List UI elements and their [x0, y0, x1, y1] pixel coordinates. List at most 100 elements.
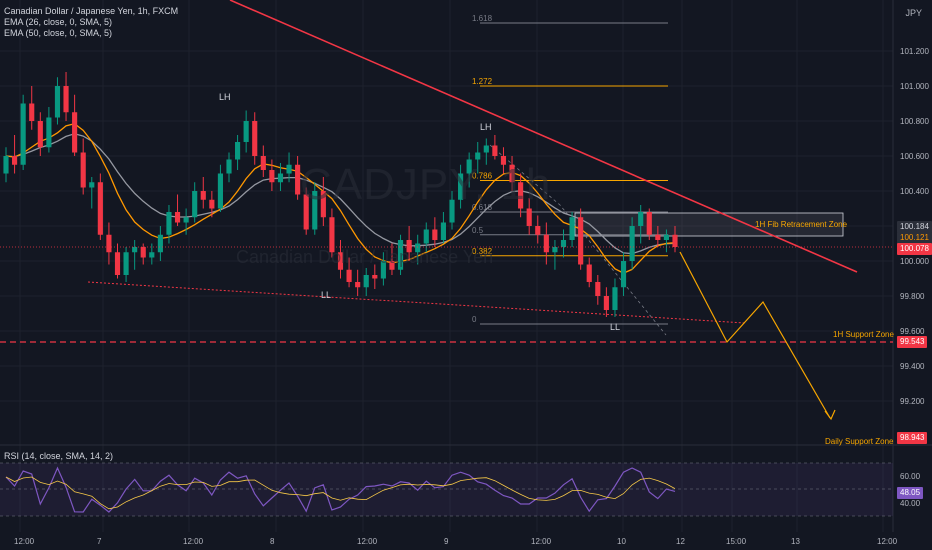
x-tick-label: 12:00	[357, 537, 378, 546]
candle-body	[663, 234, 669, 240]
candle-body	[260, 156, 266, 170]
y-tick-label: 100.800	[900, 117, 929, 126]
candle-body	[569, 217, 575, 240]
swing-label: LH	[480, 122, 492, 132]
fib-level-label: 0	[472, 315, 477, 324]
candle-body	[277, 173, 284, 183]
candle-body	[329, 217, 335, 253]
price-tag-support-1h: 99.543	[897, 336, 928, 348]
candle-body	[20, 103, 26, 165]
candle-body	[415, 243, 421, 253]
candle-body	[372, 275, 378, 279]
candle-body	[320, 191, 326, 218]
candle-body	[483, 145, 489, 153]
candle-body	[432, 229, 438, 240]
y-tick-label: 99.800	[900, 292, 925, 301]
candle-body	[54, 86, 61, 118]
x-tick-label: 10	[617, 537, 626, 546]
candle-body	[149, 252, 155, 258]
candle-body	[235, 142, 241, 160]
candle-body	[586, 264, 592, 282]
x-tick-label: 8	[270, 537, 275, 546]
candle-body	[646, 212, 652, 235]
fib-level-label: 0.618	[472, 203, 493, 212]
symbol-line: Canadian Dollar / Japanese Yen, 1h, FXCM	[4, 6, 179, 16]
candle-body	[166, 212, 172, 235]
candle-body	[183, 217, 189, 223]
y-tick-label: 100.000	[900, 257, 929, 266]
candle-body	[29, 103, 35, 121]
candle-body	[174, 212, 181, 223]
candle-body	[286, 164, 292, 174]
candle-body	[397, 240, 404, 270]
candle-body	[106, 234, 112, 253]
candle-body	[132, 247, 138, 253]
candle-body	[363, 275, 369, 288]
x-tick-label: 15:00	[726, 537, 747, 546]
chart-legend: Canadian Dollar / Japanese Yen, 1h, FXCM…	[4, 6, 178, 39]
candle-body	[89, 182, 95, 188]
y-tick-label: 101.200	[900, 47, 929, 56]
candle-body	[97, 182, 103, 235]
rsi-value-tag: 48.05	[897, 487, 924, 499]
candle-body	[46, 117, 52, 148]
x-tick-label: 12:00	[531, 537, 552, 546]
fib-level-label: 0.382	[472, 247, 493, 256]
candle-body	[560, 240, 567, 247]
candle-body	[509, 164, 515, 183]
candle-body	[157, 234, 163, 253]
descending-trendline	[229, 0, 858, 273]
candle-body	[595, 282, 601, 296]
y-tick-label: 101.000	[900, 82, 929, 91]
candle-body	[3, 156, 9, 174]
ema50-label: EMA (50, close, 0, SMA, 5)	[4, 28, 113, 38]
projection-arrowhead	[824, 409, 836, 421]
fib-level-label: 1.272	[472, 77, 493, 86]
candle-body	[243, 121, 249, 142]
candle-body	[466, 159, 472, 174]
candle-body	[612, 287, 618, 310]
candle-body	[269, 170, 275, 183]
x-tick-label: 9	[444, 537, 449, 546]
candle-body	[200, 191, 206, 200]
x-tick-label: 12:00	[14, 537, 35, 546]
candle-body	[655, 234, 661, 240]
rsi-line	[5, 466, 676, 513]
candle-body	[72, 112, 78, 153]
candle-body	[543, 234, 549, 253]
x-tick-label: 12:00	[877, 537, 898, 546]
support-1h-label: 1H Support Zone	[833, 330, 894, 339]
candle-body	[458, 173, 464, 200]
support-trendline	[87, 281, 746, 324]
candle-body	[355, 282, 361, 288]
candle-body	[552, 247, 558, 253]
y-tick-label: 99.600	[900, 327, 925, 336]
rsi-legend: RSI (14, close, SMA, 14, 2)	[4, 451, 114, 461]
candle-body	[192, 191, 198, 218]
y-tick-label: 99.400	[900, 362, 925, 371]
candle-body	[526, 208, 532, 226]
price-tag-fib-upper: 100.184	[897, 221, 932, 233]
watermark-name: Canadian Dollar / Japanese Yen	[236, 247, 494, 267]
candle-body	[123, 252, 129, 275]
candle-body	[217, 173, 223, 209]
price-tag-support-daily: 98.943	[897, 432, 928, 444]
rsi-tick-label: 40.00	[900, 499, 921, 508]
x-tick-label: 13	[791, 537, 800, 546]
candle-body	[672, 234, 678, 247]
candle-body	[226, 159, 232, 174]
candle-body	[303, 194, 309, 230]
y-tick-label: 100.400	[900, 187, 929, 196]
candle-body	[603, 296, 609, 310]
rsi-ma-line	[5, 476, 676, 510]
ema50-line	[5, 133, 676, 255]
candle-body	[380, 261, 386, 279]
candle-body	[114, 252, 121, 275]
candle-body	[535, 226, 541, 235]
candle-body	[312, 191, 318, 230]
ema26-label: EMA (26, close, 0, SMA, 5)	[4, 17, 113, 27]
candle-body	[252, 121, 258, 156]
x-tick-label: 12	[676, 537, 685, 546]
